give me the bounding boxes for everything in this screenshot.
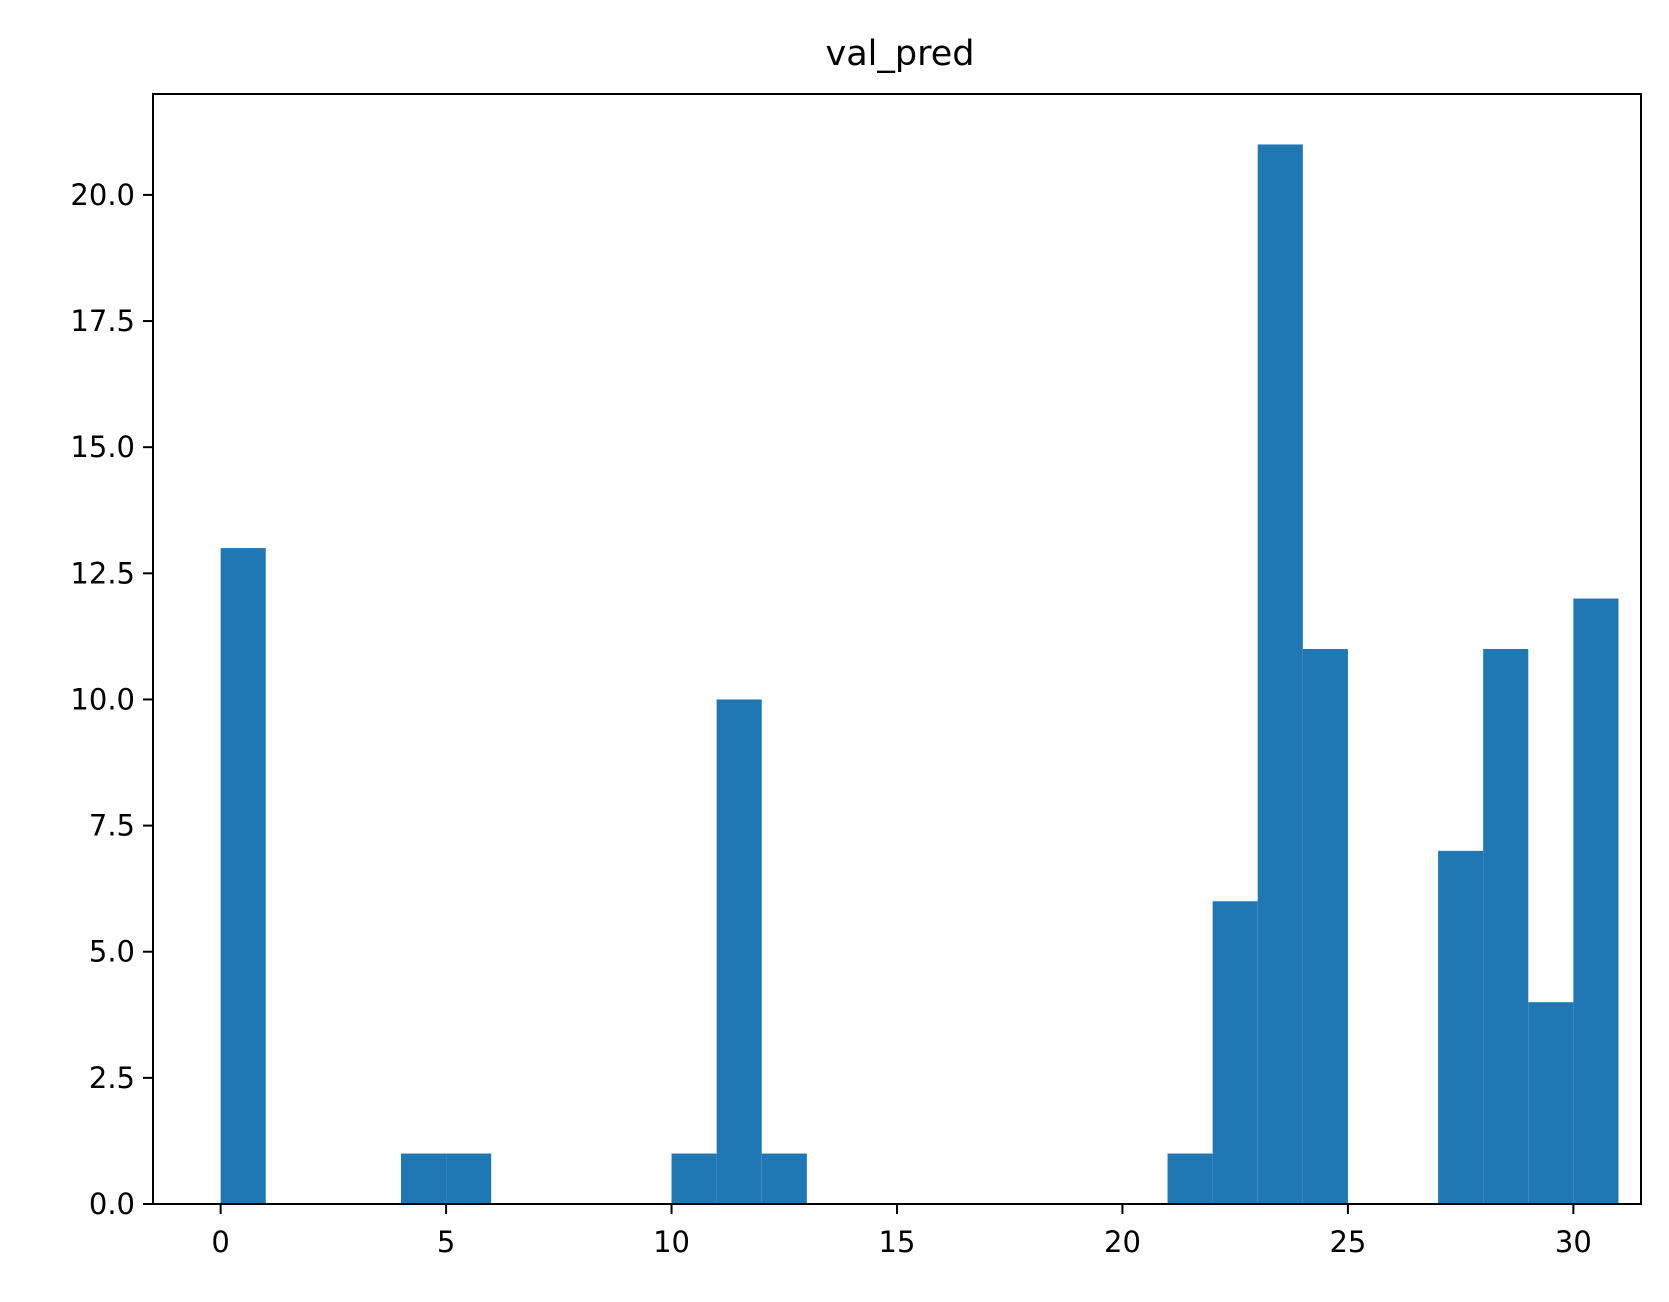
histogram-bar [716,699,762,1204]
histogram-bar [1573,598,1619,1204]
x-tick-label: 0 [211,1225,229,1259]
y-tick-label: 15.0 [70,430,135,464]
x-axis: 0 5 10 15 20 25 30 [211,1204,1592,1259]
y-tick-label: 5.0 [89,935,135,969]
histogram-bar [761,1153,807,1204]
histogram-bar [1167,1153,1213,1204]
axes-frame [152,93,1642,1205]
x-tick-label: 10 [653,1225,690,1259]
histogram-bar [1302,649,1348,1204]
y-tick-label: 0.0 [89,1187,135,1221]
y-tick-label: 17.5 [70,304,135,338]
x-tick-label: 20 [1104,1225,1141,1259]
x-tick-label: 25 [1329,1225,1366,1259]
y-axis: 0.0 2.5 5.0 7.5 10.0 12.5 15.0 17.5 20.0 [70,178,153,1221]
y-tick-label: 2.5 [89,1061,135,1095]
x-tick-label: 30 [1555,1225,1592,1259]
x-tick-label: 15 [879,1225,916,1259]
y-tick-label: 12.5 [70,556,135,590]
bars-group [220,144,1619,1204]
histogram-bar [1257,144,1303,1204]
histogram-bar [1528,1002,1574,1204]
histogram-bar [220,548,266,1204]
histogram-bar [671,1153,717,1204]
histogram-bar [446,1153,492,1204]
histogram-bar [1483,649,1529,1204]
histogram-bar [1438,850,1484,1204]
histogram-bar [401,1153,447,1204]
chart-title: val_pred [826,34,975,74]
y-tick-label: 20.0 [70,178,135,212]
x-tick-label: 5 [437,1225,455,1259]
y-tick-label: 7.5 [89,809,135,843]
histogram-bar [1212,901,1258,1204]
y-tick-label: 10.0 [70,682,135,716]
